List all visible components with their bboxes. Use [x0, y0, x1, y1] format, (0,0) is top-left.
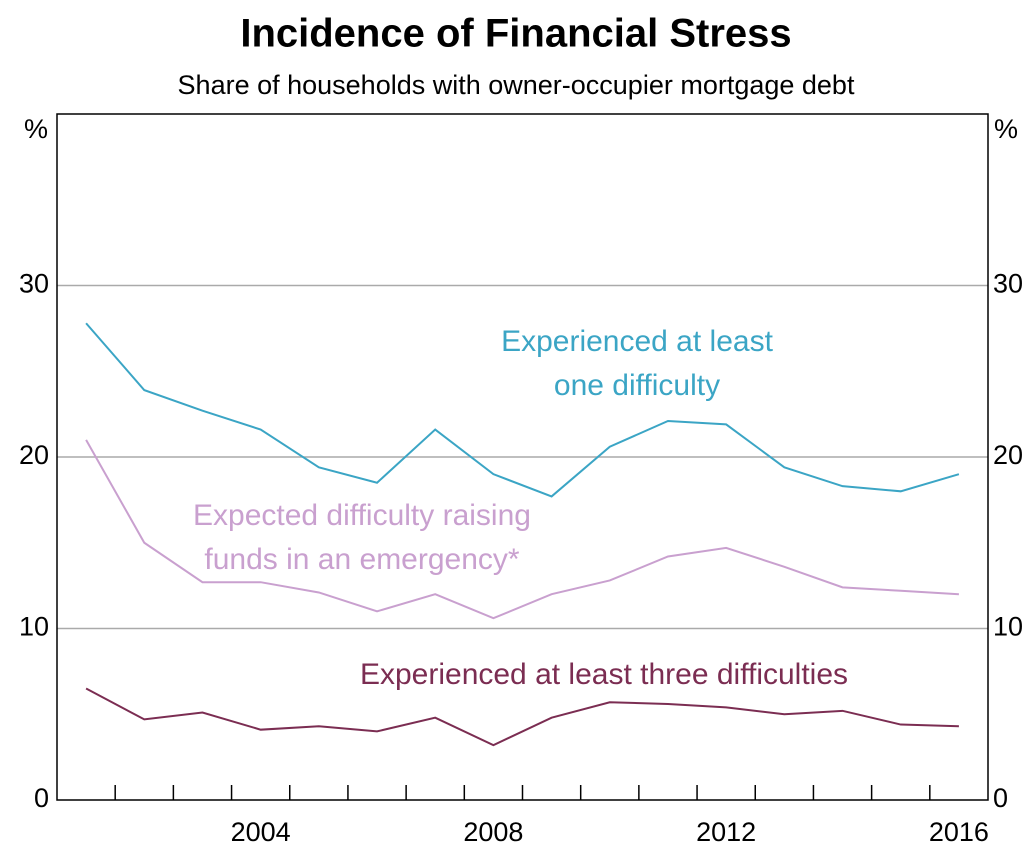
x-tick-label: 2012	[696, 817, 756, 847]
series-label: Experienced at least three difficulties	[360, 658, 848, 691]
x-tick-label: 2004	[231, 817, 291, 847]
series-label: Experienced at least	[501, 325, 773, 358]
y-tick-label: 20	[19, 440, 49, 470]
y2-tick-label: 30	[993, 269, 1023, 299]
y-unit-label: %	[24, 114, 48, 144]
x-tick-label: 2016	[929, 817, 989, 847]
y2-unit-label: %	[994, 114, 1018, 144]
y2-tick-label: 20	[993, 440, 1023, 470]
chart-subtitle: Share of households with owner-occupier …	[178, 70, 855, 100]
series-label: one difficulty	[554, 369, 720, 402]
series-label: Expected difficulty raising	[193, 499, 531, 532]
series-line	[85, 439, 959, 620]
series-line	[85, 322, 960, 498]
y2-tick-label: 10	[993, 612, 1023, 642]
y2-tick-label: 0	[993, 783, 1008, 813]
series-line	[85, 687, 959, 747]
y-tick-label: 0	[34, 783, 49, 813]
plot-frame	[56, 113, 989, 801]
y-tick-label: 10	[19, 612, 49, 642]
series-label: funds in an emergency*	[204, 543, 520, 576]
y-tick-label: 30	[19, 269, 49, 299]
chart-title: Incidence of Financial Stress	[240, 12, 791, 56]
x-tick-label: 2008	[463, 817, 523, 847]
